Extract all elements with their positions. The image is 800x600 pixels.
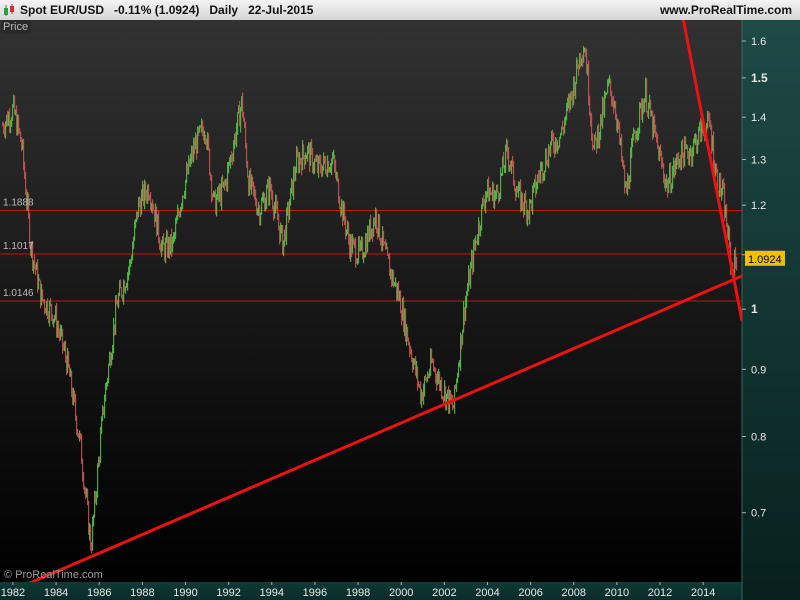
x-tick-label: 1986	[87, 587, 111, 599]
y-tick-label: 1.6	[751, 36, 766, 48]
x-tick-label: 1992	[216, 587, 240, 599]
horizontal-line-label: 1.1017	[3, 241, 34, 252]
trend-line	[681, 20, 742, 322]
y-tick-label: 1.4	[751, 112, 766, 124]
x-tick-label: 2008	[562, 587, 586, 599]
y-tick-label: 1.2	[751, 200, 766, 212]
last-price-tag	[745, 250, 785, 266]
panel-label: Price	[1, 20, 31, 34]
y-tick-label: 1.3	[751, 154, 766, 166]
horizontal-line-label: 1.1888	[3, 198, 34, 209]
y-tick-label: 0.7	[751, 508, 766, 520]
y-tick-label: 0.9	[751, 364, 766, 376]
chart-header: Spot EUR/USD -0.11% (1.0924) Daily 22-Ju…	[0, 0, 800, 21]
x-tick-label: 2004	[475, 587, 499, 599]
x-axis-panel	[0, 582, 742, 600]
x-tick-label: 1996	[303, 587, 327, 599]
last-price-label: 1.0924	[748, 254, 782, 266]
instrument-title: Spot EUR/USD -0.11% (1.0924) Daily 22-Ju…	[20, 3, 314, 17]
x-tick-label: 2002	[432, 587, 456, 599]
y-tick-label: 1	[751, 302, 758, 316]
horizontal-line-label: 1.0146	[3, 288, 34, 299]
x-tick-label: 1994	[260, 587, 284, 599]
x-tick-label: 1990	[173, 587, 197, 599]
x-tick-label: 1998	[346, 587, 370, 599]
x-tick-label: 1982	[1, 587, 25, 599]
trend-line	[28, 274, 742, 582]
x-tick-label: 1984	[44, 587, 68, 599]
x-tick-label: 1988	[130, 587, 154, 599]
brand-link[interactable]: www.ProRealTime.com	[659, 3, 792, 17]
y-tick-label: 0.8	[751, 432, 766, 444]
y-tick-label: 1.5	[751, 71, 768, 85]
candlestick-icon	[4, 4, 14, 16]
x-tick-label: 2000	[389, 587, 413, 599]
watermark: © ProRealTime.com	[4, 569, 103, 581]
x-tick-label: 2006	[518, 587, 542, 599]
x-tick-label: 2010	[605, 587, 629, 599]
y-axis-panel	[742, 20, 800, 600]
x-tick-label: 2014	[691, 587, 715, 599]
x-tick-label: 2012	[648, 587, 672, 599]
